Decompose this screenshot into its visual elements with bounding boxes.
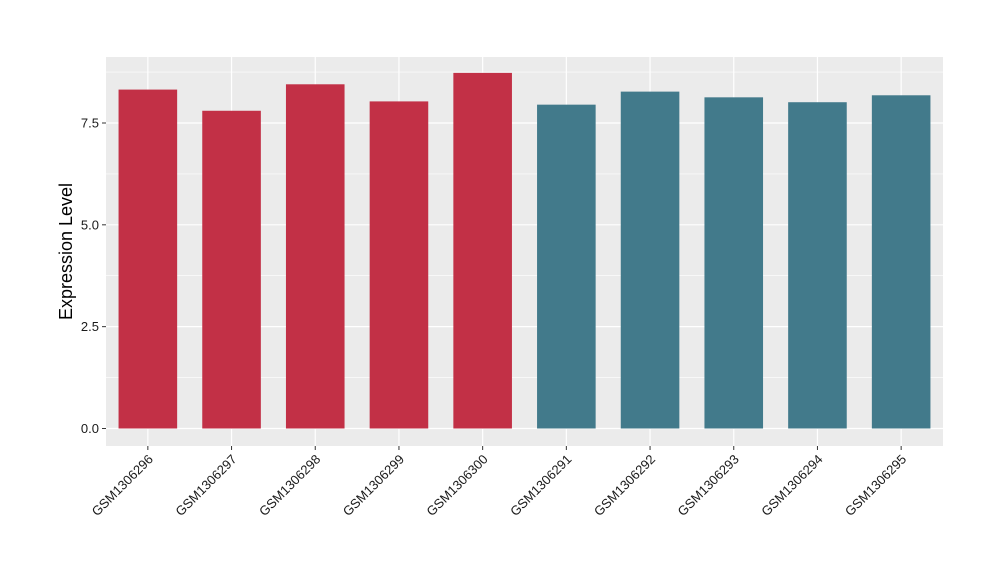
bar <box>704 97 764 429</box>
y-axis-title: Expression Level <box>56 183 76 320</box>
bar <box>369 101 429 429</box>
y-tick-label: 2.5 <box>81 319 99 334</box>
y-tick-label: 0.0 <box>81 421 99 436</box>
y-tick-label: 5.0 <box>81 217 99 232</box>
x-tick-label: GSM1306297 <box>172 452 239 519</box>
bar <box>871 95 931 429</box>
bar <box>118 89 178 429</box>
x-tick-label: GSM1306300 <box>423 452 490 519</box>
x-axis: GSM1306296 GSM1306297 GSM1306298 GSM1306299… <box>89 446 909 519</box>
bar <box>537 104 596 429</box>
x-tick-label: GSM1306294 <box>758 452 825 519</box>
y-axis: 0.0 2.5 5.0 7.5 <box>81 115 106 436</box>
bar <box>788 102 847 429</box>
bar <box>453 72 512 429</box>
x-tick-label: GSM1306292 <box>591 452 658 519</box>
bar <box>285 84 345 429</box>
x-tick-label: GSM1306293 <box>675 452 742 519</box>
x-tick-label: GSM1306296 <box>89 452 156 519</box>
x-tick-label: GSM1306298 <box>256 452 323 519</box>
x-tick-label: GSM1306299 <box>340 452 407 519</box>
y-tick-label: 7.5 <box>81 115 99 130</box>
x-tick-label: GSM1306295 <box>842 452 909 519</box>
x-tick-label: GSM1306291 <box>507 452 574 519</box>
bar <box>202 110 261 429</box>
bar <box>620 91 680 429</box>
bars <box>118 72 931 429</box>
